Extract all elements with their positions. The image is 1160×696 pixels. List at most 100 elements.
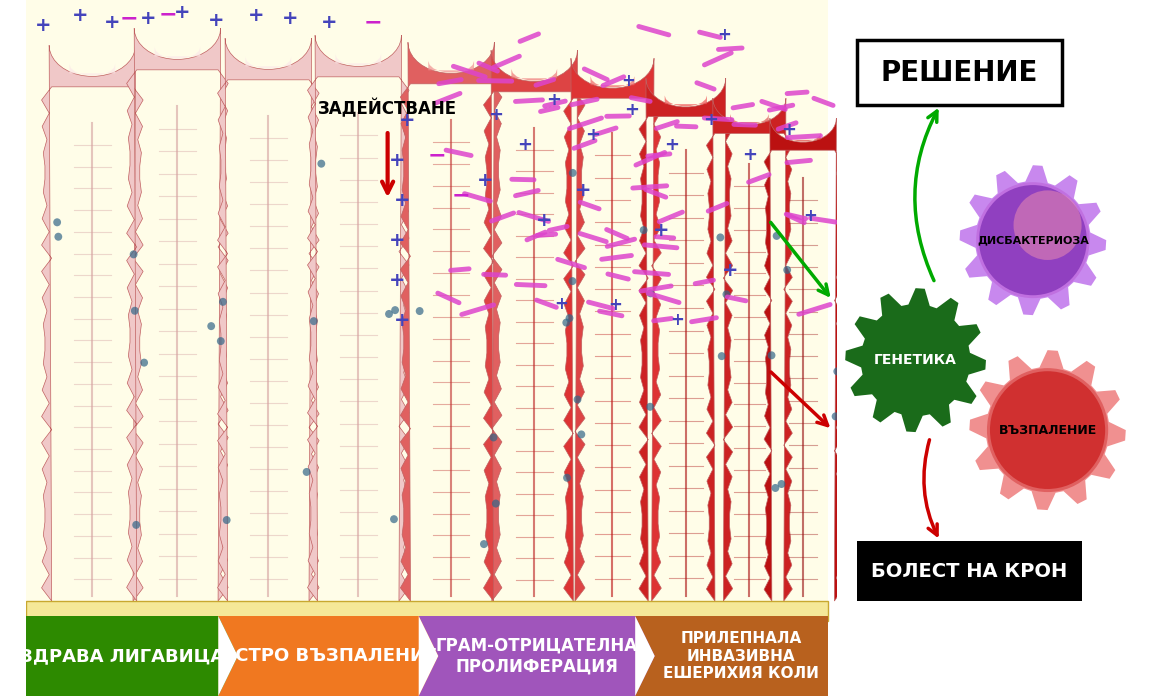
- Circle shape: [130, 251, 138, 258]
- Text: +: +: [670, 310, 684, 329]
- Text: +: +: [722, 261, 738, 280]
- Polygon shape: [665, 95, 706, 596]
- Polygon shape: [970, 350, 1126, 510]
- Circle shape: [768, 351, 775, 359]
- Bar: [26, 616, 218, 696]
- Polygon shape: [764, 118, 842, 601]
- Text: +: +: [103, 13, 121, 32]
- Circle shape: [563, 474, 571, 482]
- Polygon shape: [126, 29, 229, 601]
- Circle shape: [568, 169, 577, 177]
- Text: +: +: [209, 10, 225, 30]
- Text: +: +: [140, 9, 157, 28]
- Polygon shape: [218, 616, 238, 696]
- Bar: [636, 616, 827, 696]
- Text: +: +: [718, 26, 732, 44]
- Text: +: +: [487, 106, 502, 124]
- Circle shape: [832, 412, 840, 420]
- Circle shape: [492, 500, 500, 507]
- Polygon shape: [636, 616, 654, 696]
- Circle shape: [53, 219, 61, 226]
- Text: +: +: [742, 146, 756, 164]
- Text: ПРИЛЕПНАЛА
ИНВАЗИВНА
ЕШЕРИХИЯ КОЛИ: ПРИЛЕПНАЛА ИНВАЗИВНА ЕШЕРИХИЯ КОЛИ: [664, 631, 819, 681]
- Circle shape: [783, 266, 791, 274]
- Bar: [218, 616, 419, 696]
- Circle shape: [303, 468, 311, 476]
- Circle shape: [862, 305, 970, 415]
- Polygon shape: [218, 38, 319, 601]
- Circle shape: [55, 232, 63, 241]
- Text: РЕШЕНИЕ: РЕШЕНИЕ: [880, 58, 1038, 87]
- Circle shape: [833, 367, 841, 375]
- Circle shape: [646, 290, 654, 297]
- Polygon shape: [706, 98, 792, 601]
- Text: +: +: [609, 296, 623, 315]
- Circle shape: [977, 182, 1089, 298]
- Text: +: +: [653, 221, 669, 239]
- Text: +: +: [389, 271, 406, 290]
- Polygon shape: [419, 616, 438, 696]
- Circle shape: [132, 521, 140, 529]
- Polygon shape: [484, 50, 585, 601]
- Text: ОСТРО ВЪЗПАЛЕНИЕ: ОСТРО ВЪЗПАЛЕНИЕ: [219, 647, 437, 665]
- Text: +: +: [703, 111, 718, 129]
- Polygon shape: [154, 47, 201, 596]
- Text: +: +: [282, 9, 298, 28]
- Text: +: +: [517, 136, 532, 155]
- Circle shape: [1014, 191, 1081, 260]
- Circle shape: [771, 484, 780, 492]
- Circle shape: [578, 430, 586, 438]
- Text: −: −: [158, 4, 177, 24]
- Circle shape: [140, 358, 148, 367]
- Polygon shape: [846, 288, 986, 432]
- Circle shape: [640, 226, 647, 234]
- Bar: [419, 616, 636, 696]
- Polygon shape: [335, 54, 382, 596]
- Polygon shape: [400, 42, 502, 601]
- Text: БОЛЕСТ НА КРОН: БОЛЕСТ НА КРОН: [871, 562, 1067, 580]
- Text: −: −: [451, 185, 470, 205]
- Bar: [26, 601, 827, 621]
- Circle shape: [217, 337, 225, 345]
- Circle shape: [208, 322, 215, 330]
- Text: +: +: [586, 126, 601, 144]
- Bar: [26, 0, 827, 616]
- Circle shape: [223, 516, 231, 524]
- Circle shape: [573, 395, 581, 404]
- Polygon shape: [428, 61, 474, 596]
- Polygon shape: [590, 77, 635, 596]
- Polygon shape: [636, 616, 654, 696]
- Polygon shape: [639, 78, 733, 601]
- Bar: [838, 0, 1160, 616]
- Polygon shape: [512, 69, 557, 596]
- Text: +: +: [394, 191, 411, 209]
- Circle shape: [131, 307, 139, 315]
- Circle shape: [415, 307, 423, 315]
- Circle shape: [717, 233, 724, 242]
- Circle shape: [568, 277, 577, 285]
- Polygon shape: [419, 616, 438, 696]
- Text: ЗДРАВА ЛИГАВИЦА: ЗДРАВА ЛИГАВИЦА: [20, 647, 224, 665]
- Circle shape: [979, 185, 1087, 295]
- Polygon shape: [959, 165, 1107, 315]
- Polygon shape: [70, 64, 115, 596]
- Text: +: +: [389, 230, 406, 250]
- Circle shape: [490, 434, 498, 441]
- Text: +: +: [174, 3, 190, 22]
- Circle shape: [318, 159, 325, 168]
- Circle shape: [391, 306, 399, 314]
- Text: +: +: [621, 72, 635, 90]
- Text: ДИСБАКТЕРИОЗА: ДИСБАКТЕРИОЗА: [977, 235, 1089, 245]
- Circle shape: [723, 290, 731, 299]
- Text: ВЪЗПАЛЕНИЕ: ВЪЗПАЛЕНИЕ: [999, 424, 1096, 436]
- Text: +: +: [624, 101, 639, 119]
- Circle shape: [718, 352, 726, 360]
- Circle shape: [773, 232, 781, 240]
- Circle shape: [987, 368, 1108, 492]
- Circle shape: [480, 540, 488, 548]
- Text: ЗАДЕЙСТВАНЕ: ЗАДЕЙСТВАНЕ: [318, 99, 457, 118]
- Circle shape: [310, 317, 318, 325]
- Text: −: −: [427, 145, 445, 165]
- Bar: [26, 626, 827, 641]
- Text: +: +: [247, 6, 263, 25]
